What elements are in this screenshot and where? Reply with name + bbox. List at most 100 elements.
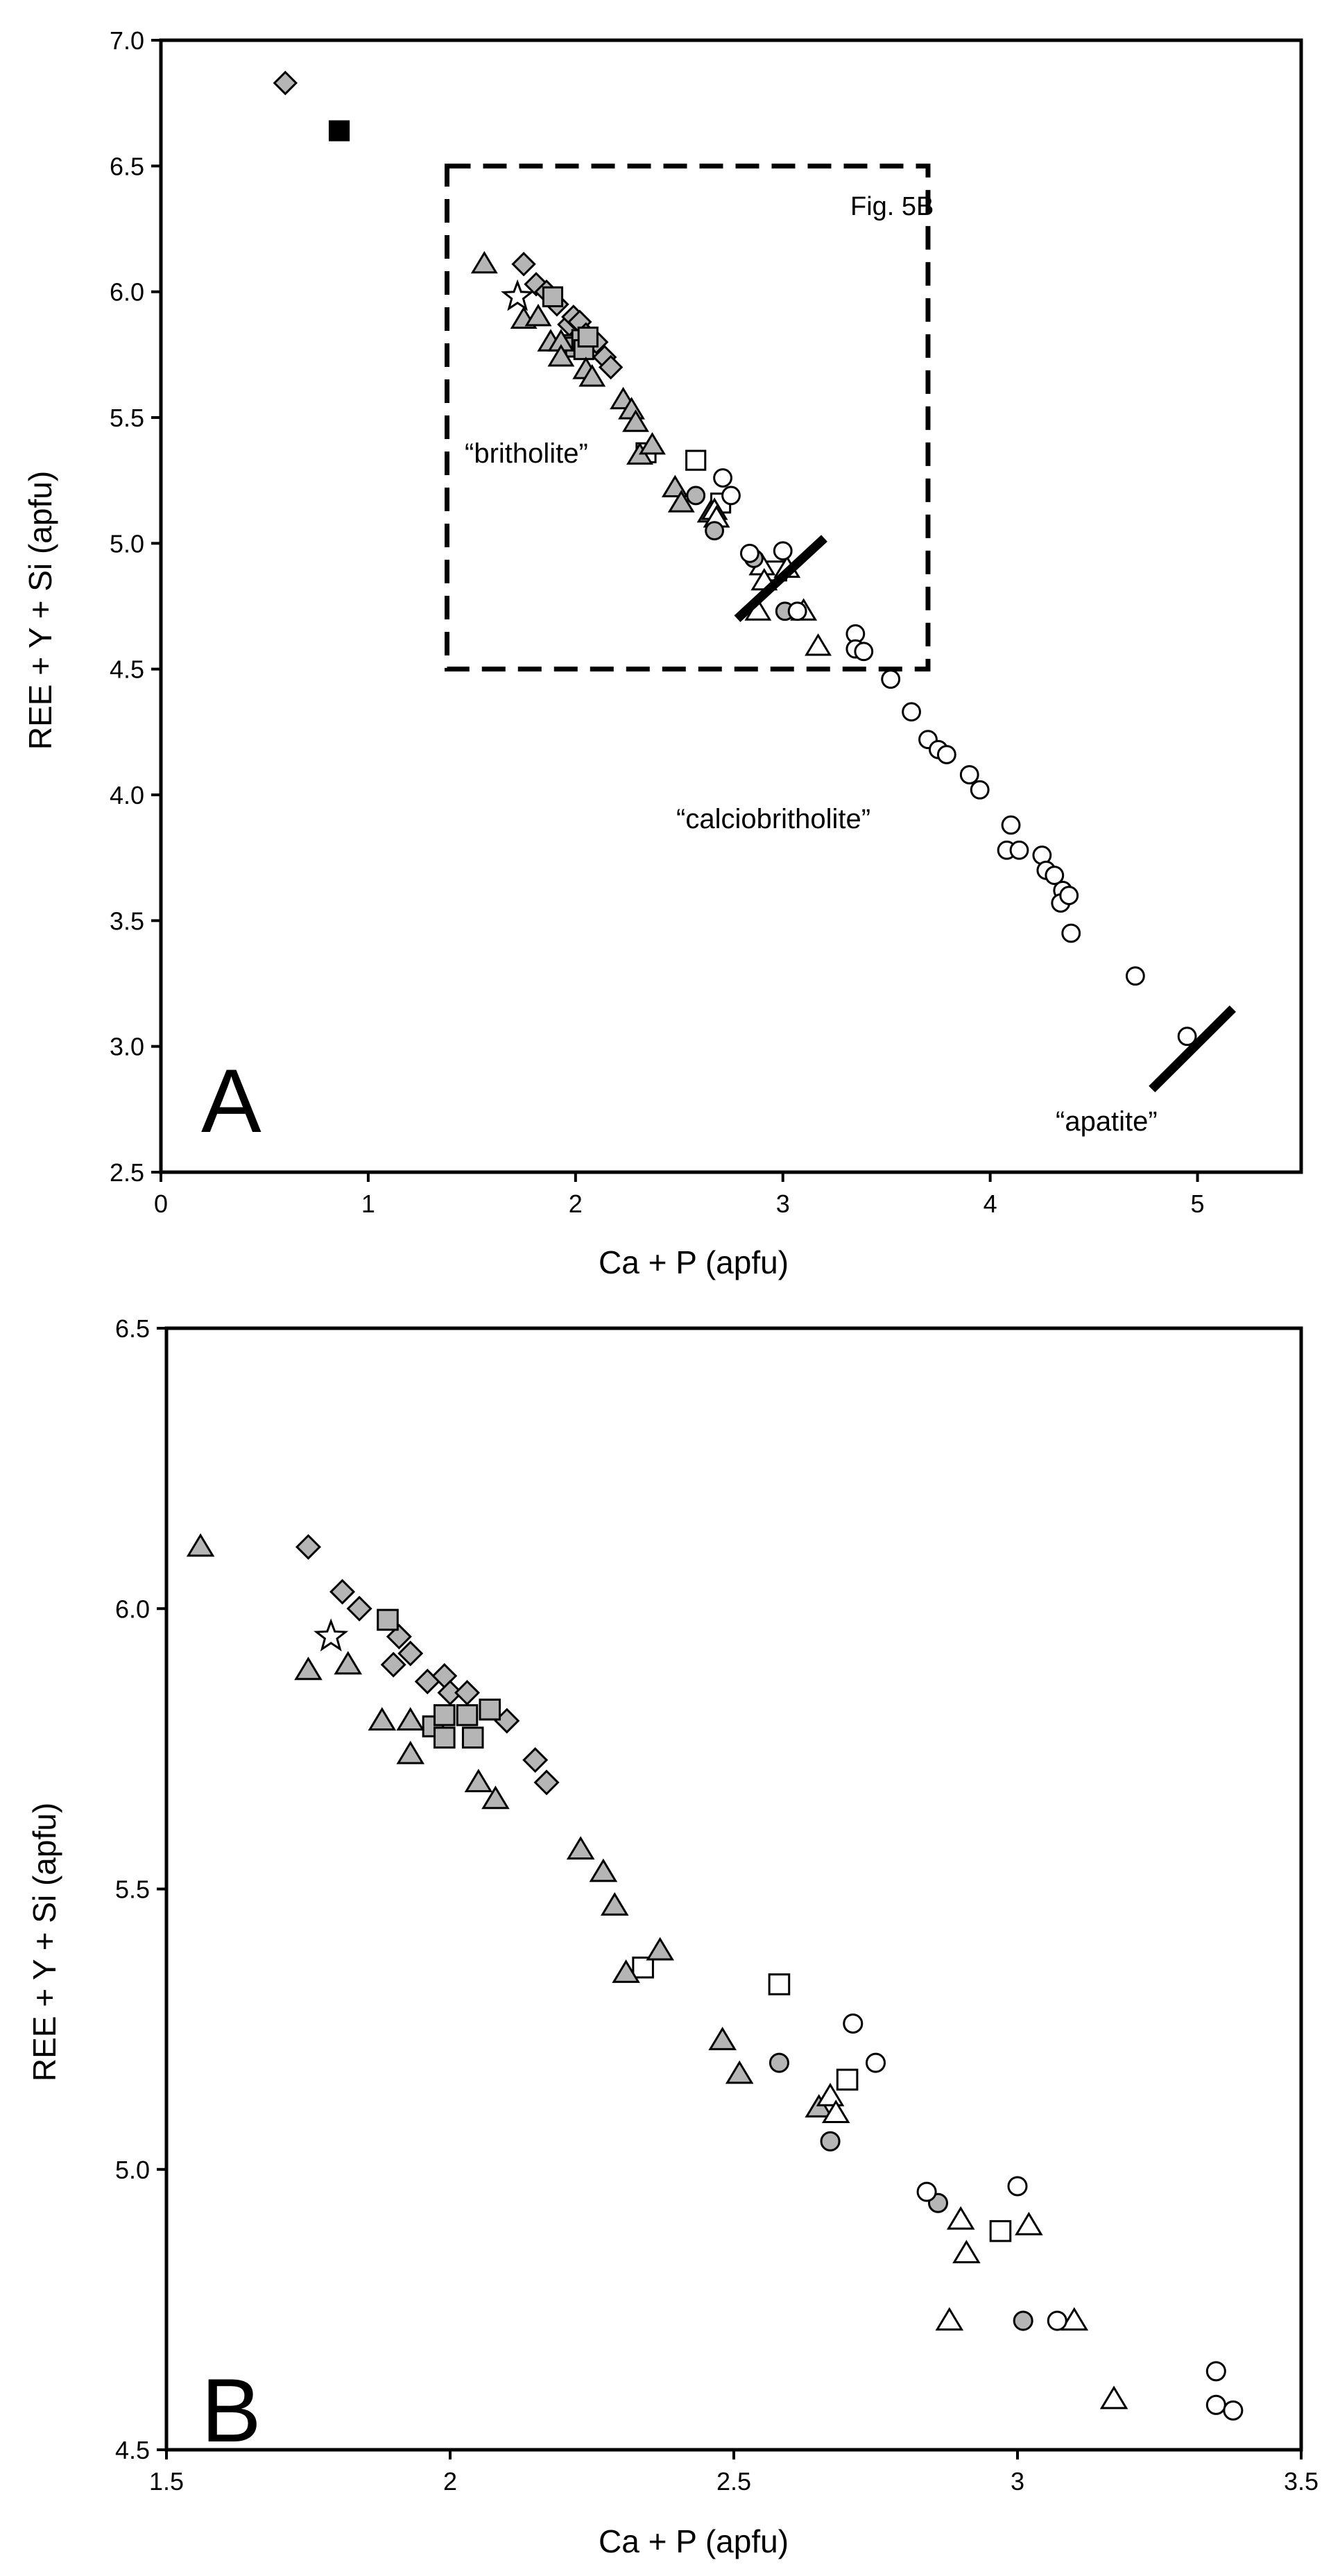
panel-b-point-open-triangle [946,2206,975,2230]
panel-b-point-open-triangle [816,2082,845,2106]
panel-a-point-open-circle [773,541,793,561]
panel-b-point-open-circle [1205,2394,1226,2415]
panel-b-x-axis-title: Ca + P (apfu) [599,2523,789,2559]
panel-b-point-open-circle [1205,2361,1226,2382]
panel-a-y-tick-label: 2.5 [110,1158,144,1187]
panel-b-point-grey-diamond [386,1624,412,1650]
panel-b-point-open-triangle [1099,2385,1128,2410]
panel-b-point-open-circle [916,2181,937,2202]
panel-b-point-open-triangle [1060,2307,1089,2331]
panel-a-annotation-calciobritholite: “calciobritholite” [676,804,870,834]
panel-b-point-grey-square [377,1608,399,1631]
panel-b-point-open-square [989,2219,1012,2242]
panel-a-point-grey-triangle [622,409,649,432]
panel-b-point-open-triangle [821,2100,850,2123]
panel-b-y-tick-label: 4.5 [115,2436,150,2464]
panel-b-point-open-square [836,2068,859,2091]
panel-a-point-open-circle [1009,840,1029,860]
panel-a-annotation-britholite: “britholite” [465,438,588,469]
panel-a-boundary-line [734,535,827,622]
panel-b-point-grey-triangle [334,1651,363,1675]
panel-b-data-points [186,1533,1244,2421]
panel-b-point-grey-triangle [368,1707,397,1731]
panel-b-y-tick-label: 6.5 [115,1314,150,1343]
panel-b-point-grey-triangle [708,2027,737,2050]
panel-a-y-tick-label: 4.0 [110,781,144,809]
panel-b-x-tick-label: 1.5 [149,2467,184,2496]
panel-b-point-open-star [314,1618,349,1651]
panel-a-point-grey-triangle [547,344,575,367]
panel-b-point-grey-square [433,1704,456,1726]
panel-a-point-open-circle [970,780,990,800]
panel-b-point-open-circle [1223,2400,1244,2421]
panel-a-point-black-square [328,120,350,141]
panel-a-point-open-square [685,449,707,471]
panel-a-x-tick-label: 0 [154,1190,168,1218]
panel-a-point-grey-triangle [638,431,666,455]
panel-a-point-open-circle [1125,966,1145,986]
panel-a-point-open-triangle [805,633,832,656]
panel-b-point-open-triangle [935,2307,964,2331]
panel-b-point-grey-square [461,1726,484,1749]
panel-a-y-tick-label: 3.5 [110,907,144,935]
panel-a-point-grey-diamond [511,252,536,277]
panel-b-point-grey-diamond [397,1640,424,1667]
panel-a-point-grey-triangle [578,364,606,387]
panel-b-point-grey-triangle [294,1656,323,1681]
panel-a-x-tick-label: 2 [569,1190,583,1218]
panel-a-x-axis-title: Ca + P (apfu) [599,1244,789,1280]
panel-a-point-open-circle [713,468,732,488]
panel-a-y-tick-label: 5.0 [110,529,144,558]
panel-a-point-grey-square [577,326,599,348]
panel-b-x-tick-label: 3 [1011,2467,1024,2496]
panel-b-point-grey-diamond [533,1769,560,1796]
panel-a-annotation-apatite: “apatite” [1056,1106,1158,1137]
panel-b-point-open-circle [1047,2310,1067,2331]
panel-a-boundary-line [1149,1005,1236,1092]
panel-b-x-tick-label: 2 [443,2467,457,2496]
panel-b-point-grey-circle [768,2052,789,2073]
panel-a-point-open-circle [1059,886,1079,905]
panel-a-inset-box-fig5b [444,163,931,672]
panel-b-point-grey-triangle [725,2060,754,2084]
panel-b-point-grey-diamond [380,1651,406,1678]
panel-a-y-tick-label: 5.5 [110,404,144,432]
panel-b-point-open-triangle [1015,2211,1043,2235]
panel-b-point-grey-diamond [346,1595,372,1622]
panel-a-point-open-circle [1177,1027,1197,1047]
panel-b-point-grey-diamond [329,1579,356,1605]
panel-a-point-open-star [501,279,535,311]
panel-b-point-grey-triangle [646,1937,674,1961]
panel-b-chart: B Ca + P (apfu) REE + Y + Si (apfu) 1.5 2… [26,1314,1319,2559]
panel-b-point-grey-diamond [454,1680,481,1706]
panel-a-point-grey-diamond [273,70,298,96]
panel-b-point-open-triangle [952,2240,981,2264]
panel-b-point-grey-triangle [612,1959,640,1983]
panel-a-point-open-circle [1001,815,1021,835]
panel-b-point-grey-square [433,1726,456,1749]
panel-b-point-open-circle [865,2052,886,2073]
panel-b-point-grey-triangle [600,1892,629,1916]
panel-b-point-grey-triangle [464,1769,493,1792]
panel-b-point-grey-diamond [522,1747,549,1774]
panel-b-x-tick-label: 3.5 [1284,2467,1319,2496]
panel-a-point-open-circle [902,702,921,722]
panel-b-point-open-square [768,1973,791,1995]
panel-a-point-open-circle [787,601,807,621]
panel-a-point-open-circle [1061,923,1081,943]
panel-a-point-open-circle [936,745,956,764]
panel-a-y-tick-label: 7.0 [110,26,144,55]
panel-a-point-open-circle [1045,866,1065,885]
panel-a-y-tick-label: 6.5 [110,152,144,180]
panel-a-data-points [273,70,1236,1092]
panel-a-point-grey-square [542,286,564,308]
panel-a-point-grey-circle [705,521,724,541]
panel-b-point-grey-triangle [589,1858,618,1882]
panel-a-y-tick-label: 4.5 [110,655,144,684]
panel-b-point-open-circle [1007,2176,1028,2197]
panel-b-point-grey-triangle [186,1533,215,1557]
panel-a-point-open-circle [740,543,759,563]
panel-b-point-grey-triangle [396,1740,425,1764]
panel-a-chart: A Fig. 5B “britholite” “calciobritholite… [22,26,1303,1280]
